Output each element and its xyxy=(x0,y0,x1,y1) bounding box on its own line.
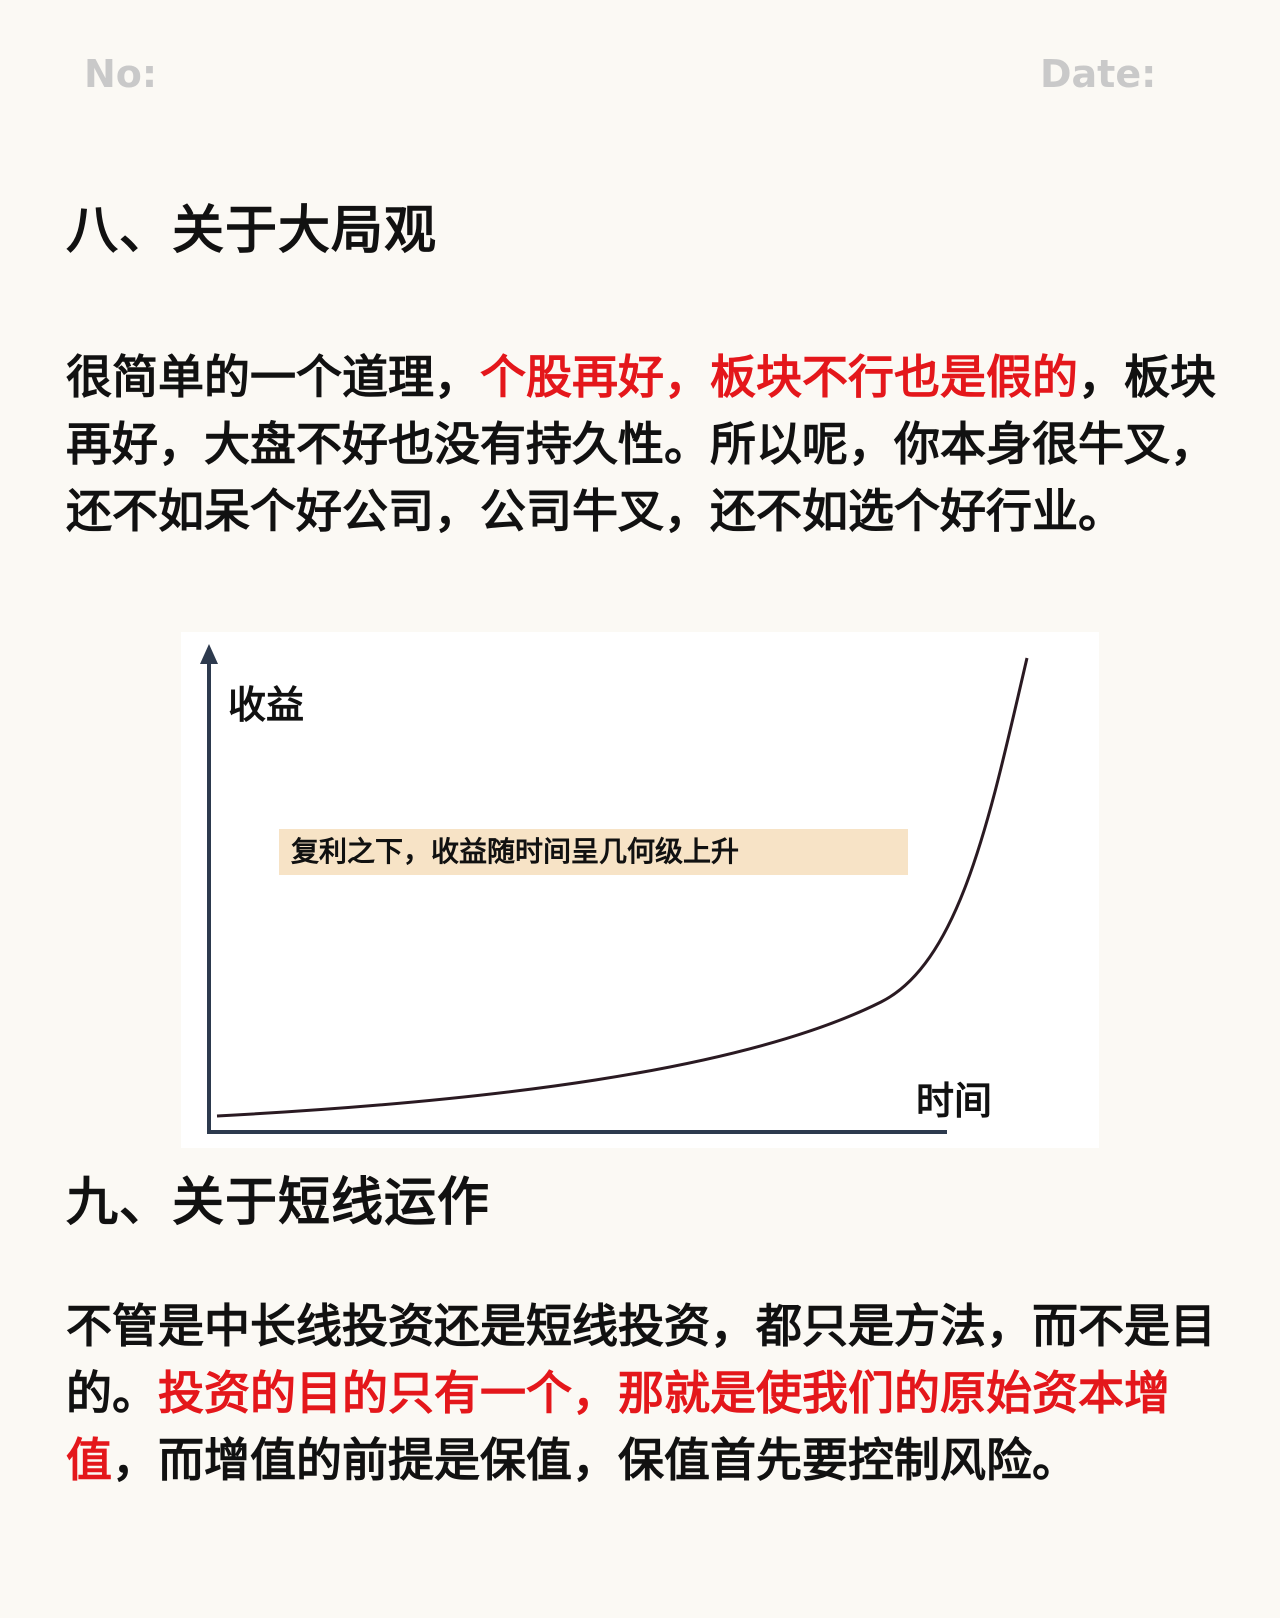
compound-growth-diagram: 收益 时间 复利之下，收益随时间呈几何级上升 xyxy=(181,632,1099,1148)
text: 很简单的一个道理， xyxy=(66,350,480,404)
diagram-canvas xyxy=(200,644,1029,1134)
no-label: No: xyxy=(84,52,158,96)
y-axis-arrow-icon xyxy=(200,644,218,664)
section-8-title: 八、关于大局观 xyxy=(66,200,438,261)
growth-curve xyxy=(216,657,1029,1118)
highlight-text: 投资的目的只有一个，那就是使我们的原始资本增值 xyxy=(66,1366,1170,1487)
x-axis-label: 时间 xyxy=(916,1079,993,1123)
section-9-title: 九、关于短线运作 xyxy=(66,1172,491,1233)
date-label: Date: xyxy=(1040,52,1157,96)
diagram-annotation: 复利之下，收益随时间呈几何级上升 xyxy=(279,829,908,875)
section-9-paragraph: 不管是中长线投资还是短线投资，都只是方法，而不是目的。投资的目的只有一个，那就是… xyxy=(66,1293,1216,1494)
text: ，而增值的前提是保值，保值首先要控制风险。 xyxy=(112,1433,1078,1487)
highlight-text: 个股再好，板块不行也是假的 xyxy=(480,350,1078,404)
text: ，板块再好，大盘不好也没有持久性。所以呢，你本身很牛叉，还不如呆个好公司，公司牛… xyxy=(66,350,1216,538)
text: 不管是中长线投资还是短线投资，都只是方法，而不是目的。 xyxy=(66,1299,1216,1420)
y-axis-label: 收益 xyxy=(228,683,305,727)
section-8-paragraph: 很简单的一个道理，个股再好，板块不行也是假的，板块再好，大盘不好也没有持久性。所… xyxy=(66,344,1216,545)
